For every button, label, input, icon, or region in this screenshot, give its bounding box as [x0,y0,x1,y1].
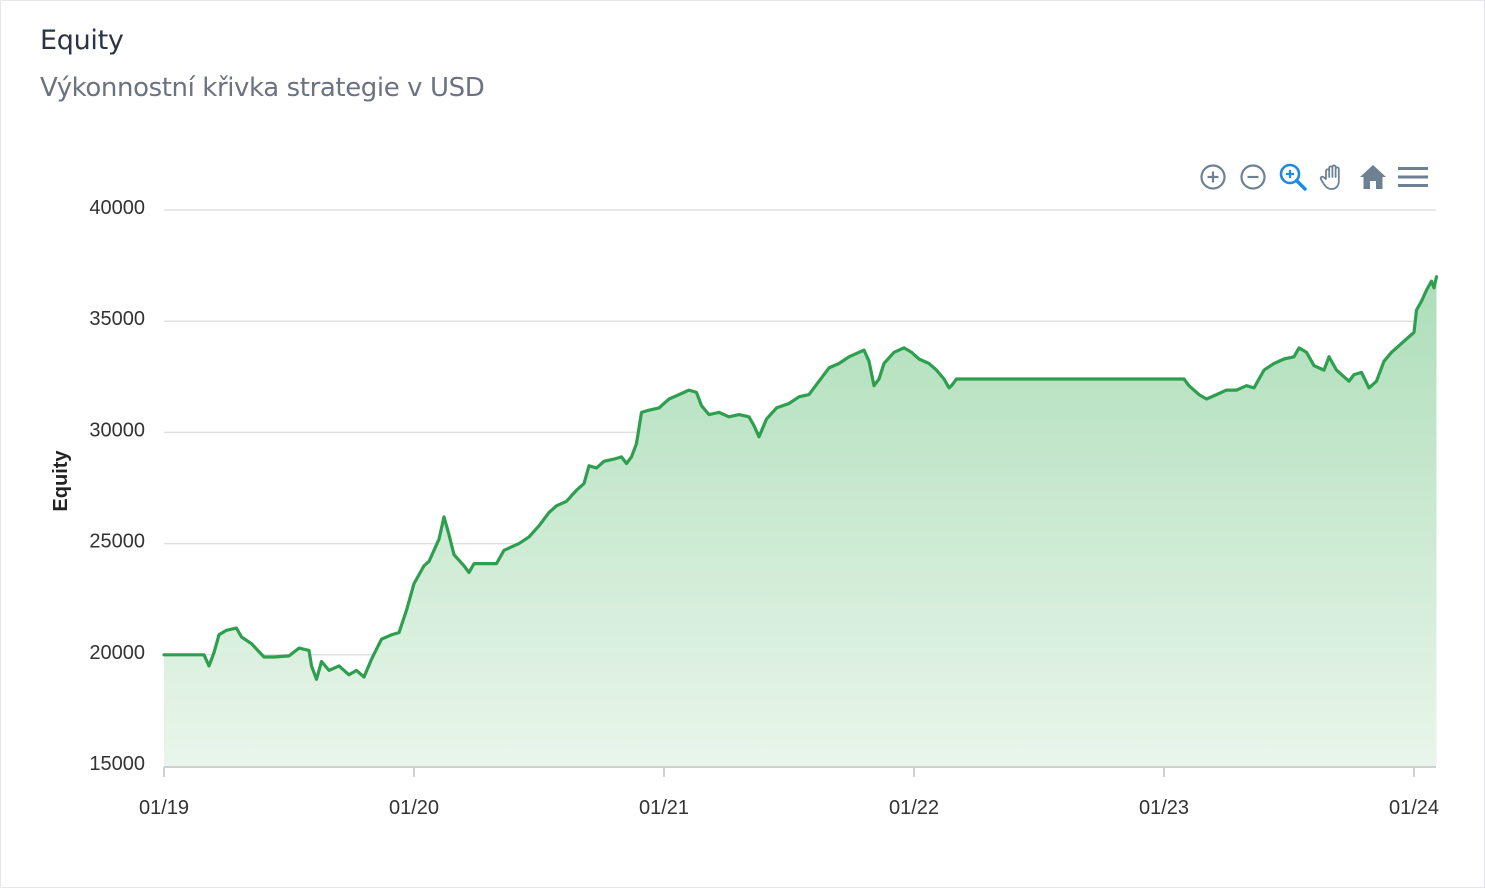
chart-title: Equity [40,25,124,56]
chart-toolbar [1193,159,1433,195]
x-tick-label: 01/22 [889,797,939,819]
chart-subtitle: Výkonnostní křivka strategie v USD [40,73,485,103]
equity-line [162,275,1439,681]
pan-button[interactable] [1313,159,1353,195]
zoom-out-icon [1240,164,1266,190]
menu-icon [1398,167,1428,187]
zoom-in-button[interactable] [1193,159,1233,195]
y-tick-label: 30000 [89,419,145,441]
reset-zoom-button[interactable] [1353,159,1393,195]
reset-home-icon [1360,165,1386,189]
y-tick-label: 40000 [89,197,145,219]
zoom-in-icon [1200,164,1226,190]
selection-zoom-icon [1279,163,1307,191]
y-tick-label: 15000 [89,753,145,775]
x-tick-label: 01/19 [139,797,189,819]
x-tick-label: 01/20 [389,797,439,819]
zoom-out-button[interactable] [1233,159,1273,195]
equity-area [164,276,1437,766]
selection-zoom-button[interactable] [1273,159,1313,195]
y-tick-label: 20000 [89,642,145,664]
y-axis-label: Equity [50,450,72,512]
pan-hand-icon [1319,164,1340,190]
x-tick-label: 01/21 [639,797,689,819]
x-tick-label: 01/24 [1389,797,1439,819]
y-tick-label: 25000 [89,531,145,553]
x-tick-label: 01/23 [1139,797,1189,819]
chart-menu-button[interactable] [1393,159,1433,195]
y-tick-label: 35000 [89,308,145,330]
